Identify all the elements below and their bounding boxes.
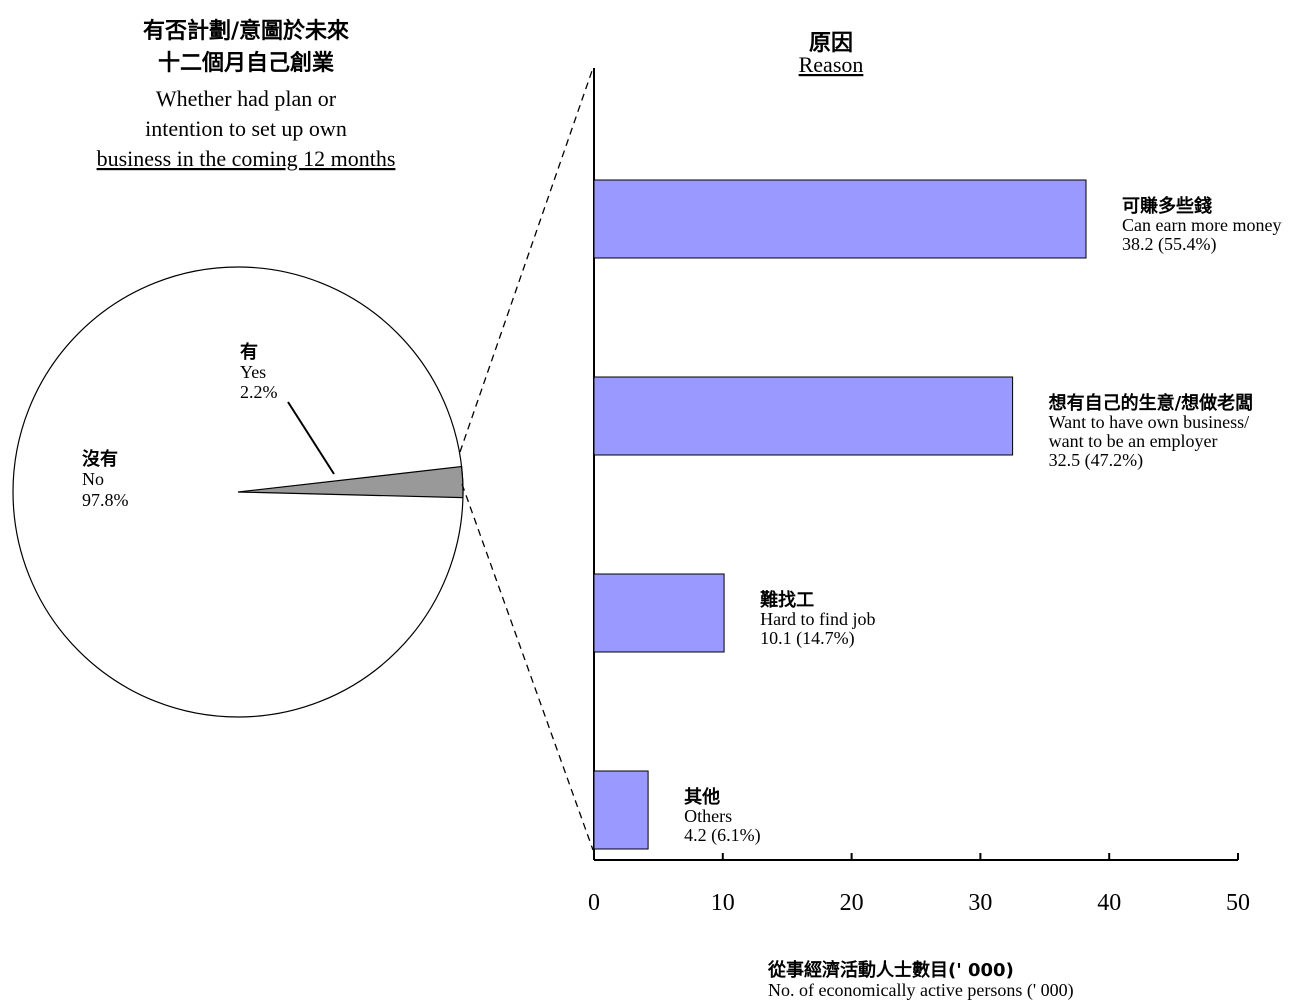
bar-value-label: 4.2 (6.1%) — [684, 825, 760, 846]
bar-label-zh: 可賺多些錢 — [1122, 195, 1212, 217]
bar-4 — [593, 770, 649, 850]
x-tick-label: 40 — [1097, 890, 1121, 916]
x-tick-label: 20 — [840, 890, 864, 916]
bar-label-zh: 其他 — [684, 786, 720, 808]
bar-label-zh: 想有自己的生意/想做老闆 — [1049, 392, 1254, 414]
pie-label-no-en: No — [82, 469, 104, 489]
pie-title-zh-line-2: 十二個月自己創業 — [158, 50, 335, 76]
pie-label-yes-zh: 有 — [240, 341, 258, 363]
bar-title-en: Reason — [799, 52, 864, 77]
pie-label-yes: 有 Yes 2.2% — [240, 341, 278, 402]
pie-title-en-line-2: intention to set up own — [145, 116, 347, 141]
bar-value-label: 38.2 (55.4%) — [1122, 234, 1216, 255]
pie-label-no: 沒有 No 97.8% — [82, 448, 129, 510]
x-tick-label: 30 — [968, 890, 992, 916]
pie-title-en-line-3: business in the coming 12 months — [97, 146, 396, 171]
bar-1 — [593, 179, 1087, 259]
pie-title-zh-line-1: 有否計劃/意圖於未來 — [143, 18, 349, 44]
x-axis-title-zh: 從事經濟活動人士數目(' 000) — [767, 959, 1014, 981]
bar-label-en: Others — [684, 806, 732, 826]
x-tick-label: 0 — [588, 890, 600, 916]
bar-label-en: Can earn more money — [1122, 215, 1281, 235]
pie-leader-line — [287, 401, 335, 475]
pie-title: 有否計劃/意圖於未來 十二個月自己創業 Whether had plan or … — [97, 18, 396, 171]
bar-3 — [593, 573, 725, 653]
bar-value-label: 10.1 (14.7%) — [760, 628, 854, 649]
bar-label-zh: 難找工 — [760, 589, 814, 611]
bar-title-zh: 原因 — [809, 31, 853, 56]
x-tick-label: 50 — [1226, 890, 1250, 916]
connector-bottom — [461, 483, 594, 851]
x-tick-label: 10 — [711, 890, 735, 916]
pie-label-yes-pct: 2.2% — [240, 382, 278, 402]
pie-title-en-line-1: Whether had plan or — [156, 86, 337, 111]
x-axis-title-en: No. of economically active persons (' 00… — [768, 980, 1074, 1001]
bar-value-label: 32.5 (47.2%) — [1049, 450, 1143, 471]
bar-label-en: Hard to find job — [760, 609, 875, 629]
bar-label-en: want to be an employer — [1049, 431, 1218, 451]
pie-label-no-pct: 97.8% — [82, 490, 129, 510]
connector-top — [459, 67, 594, 453]
bar-2 — [593, 376, 1014, 456]
bar-label-en: Want to have own business/ — [1049, 412, 1250, 432]
pie-slice-yes — [237, 465, 464, 499]
pie-chart — [12, 266, 464, 718]
pie-label-yes-en: Yes — [240, 362, 266, 382]
pie-label-no-zh: 沒有 — [82, 448, 118, 470]
